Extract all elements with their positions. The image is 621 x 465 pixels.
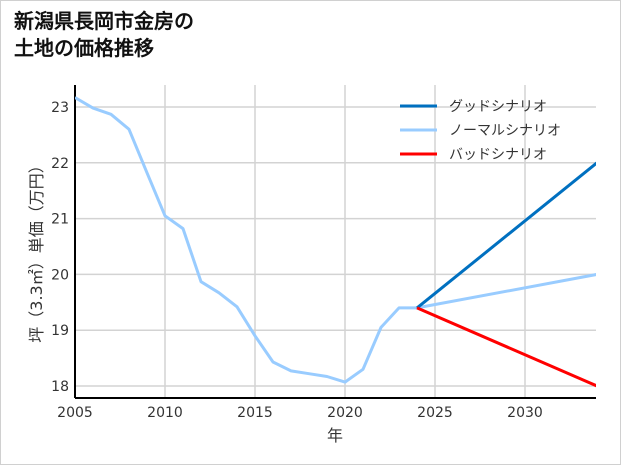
legend-label: ノーマルシナリオ bbox=[449, 123, 561, 139]
x-axis-label: 年 bbox=[327, 426, 343, 445]
legend-label: グッドシナリオ bbox=[449, 99, 547, 115]
x-tick-label: 2020 bbox=[327, 405, 363, 421]
series-line-2 bbox=[416, 306, 596, 388]
y-tick-label: 19 bbox=[51, 323, 69, 339]
legend-label: バッドシナリオ bbox=[449, 147, 547, 163]
y-tick-label: 23 bbox=[51, 100, 69, 116]
series-line-0 bbox=[416, 161, 596, 310]
title-line-1: 新潟県長岡市金房の bbox=[14, 9, 194, 33]
x-tick-label: 2030 bbox=[507, 405, 543, 421]
chart-title: 新潟県長岡市金房の 土地の価格推移 bbox=[14, 8, 194, 62]
title-line-2: 土地の価格推移 bbox=[14, 36, 154, 60]
y-axis-label: 坪（3.3㎡）単価（万円） bbox=[27, 157, 46, 342]
y-tick-label: 18 bbox=[51, 379, 69, 395]
x-tick-label: 2015 bbox=[237, 405, 273, 421]
y-tick-label: 20 bbox=[51, 267, 69, 283]
x-tick-label: 2010 bbox=[147, 405, 183, 421]
x-tick-label: 2005 bbox=[57, 405, 93, 421]
y-tick-label: 22 bbox=[51, 156, 69, 172]
grid bbox=[75, 85, 596, 398]
x-tick-label: 2025 bbox=[417, 405, 453, 421]
y-tick-label: 21 bbox=[51, 212, 69, 228]
series-line-1 bbox=[75, 96, 596, 384]
